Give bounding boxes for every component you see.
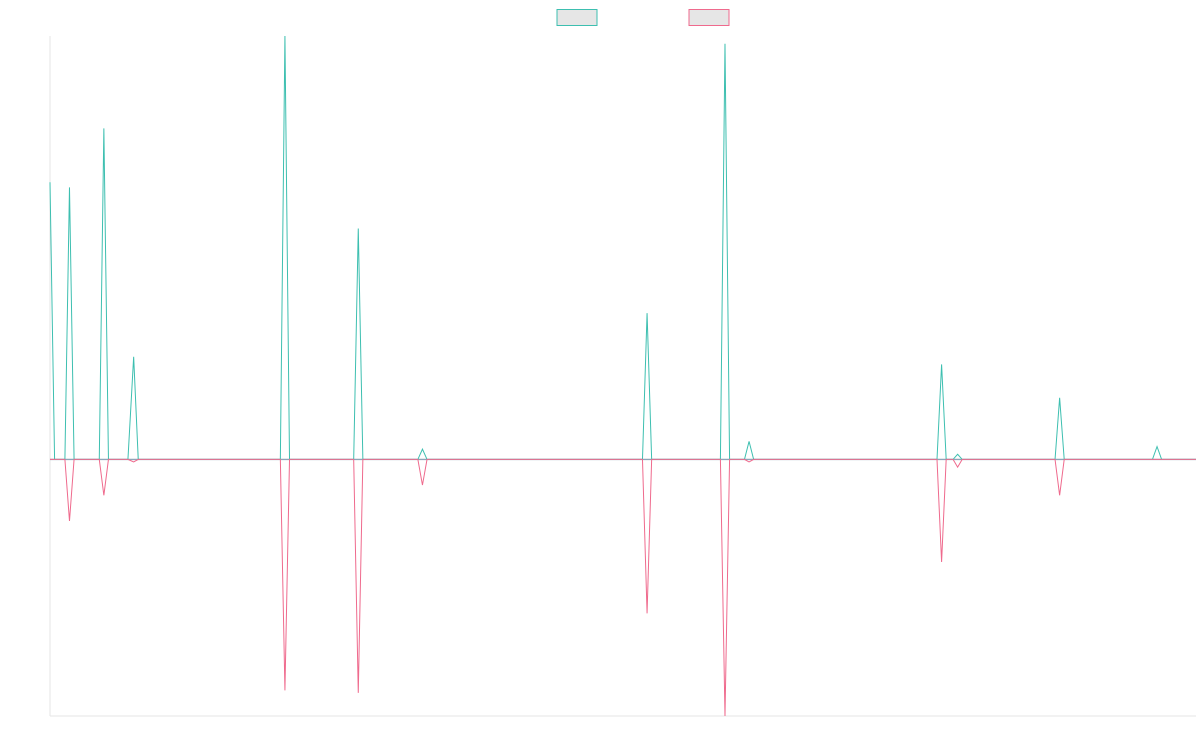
legend-item-2: [688, 9, 730, 26]
series-layer: [49, 35, 1196, 717]
legend-swatch-2: [688, 9, 730, 26]
series-line-2: [50, 458, 1196, 717]
series-line-1: [49, 35, 1196, 460]
legend: [556, 9, 730, 26]
legend-item-1: [556, 9, 598, 26]
legend-swatch-1: [556, 9, 598, 26]
axes: [49, 36, 1196, 717]
